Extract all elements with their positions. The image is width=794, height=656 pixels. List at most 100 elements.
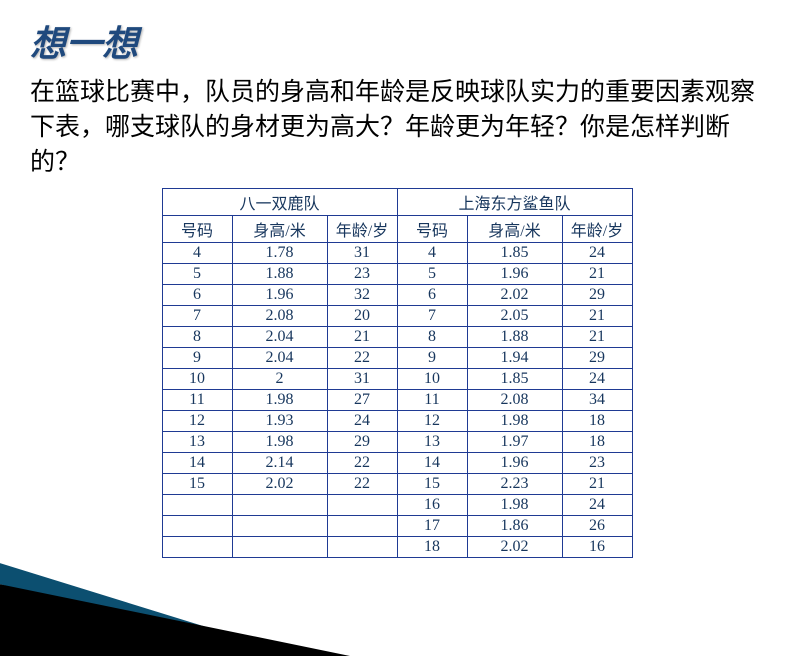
- cell-height-b: 1.94: [467, 348, 562, 369]
- table-row: 131.9829131.9718: [162, 432, 632, 453]
- cell-num-a: 11: [162, 390, 232, 411]
- slide-title: 想一想: [0, 0, 794, 75]
- table-row: 161.9824: [162, 495, 632, 516]
- table-row: 121.9324121.9818: [162, 411, 632, 432]
- cell-height-b: 1.97: [467, 432, 562, 453]
- table-row: 152.0222152.2321: [162, 474, 632, 495]
- table-row: 51.882351.9621: [162, 264, 632, 285]
- table-row: 82.042181.8821: [162, 327, 632, 348]
- table-row: 72.082072.0521: [162, 306, 632, 327]
- cell-height-a: [232, 537, 327, 558]
- cell-num-a: 8: [162, 327, 232, 348]
- col-height-a: 身高/米: [232, 216, 327, 243]
- cell-age-a: [327, 537, 397, 558]
- cell-num-b: 6: [397, 285, 467, 306]
- table-row: 142.1422141.9623: [162, 453, 632, 474]
- cell-age-b: 21: [562, 474, 632, 495]
- cell-height-b: 2.08: [467, 390, 562, 411]
- col-num-a: 号码: [162, 216, 232, 243]
- cell-num-b: 15: [397, 474, 467, 495]
- cell-age-a: 20: [327, 306, 397, 327]
- cell-age-b: 34: [562, 390, 632, 411]
- cell-num-a: [162, 537, 232, 558]
- cell-age-b: 24: [562, 495, 632, 516]
- cell-age-b: 21: [562, 264, 632, 285]
- cell-height-a: 1.88: [232, 264, 327, 285]
- cell-height-a: 1.93: [232, 411, 327, 432]
- table-row: 92.042291.9429: [162, 348, 632, 369]
- cell-age-a: 21: [327, 327, 397, 348]
- cell-num-a: 15: [162, 474, 232, 495]
- cell-age-b: 29: [562, 348, 632, 369]
- cell-height-a: 2.08: [232, 306, 327, 327]
- cell-age-b: 24: [562, 243, 632, 264]
- table-row: 41.783141.8524: [162, 243, 632, 264]
- cell-num-a: 7: [162, 306, 232, 327]
- slide-description: 在篮球比赛中，队员的身高和年龄是反映球队实力的重要因素观察下表，哪支球队的身材更…: [0, 75, 794, 188]
- cell-age-a: 27: [327, 390, 397, 411]
- cell-num-a: 12: [162, 411, 232, 432]
- cell-age-b: 16: [562, 537, 632, 558]
- col-height-b: 身高/米: [467, 216, 562, 243]
- cell-num-b: 9: [397, 348, 467, 369]
- cell-height-b: 1.85: [467, 369, 562, 390]
- cell-height-a: 1.96: [232, 285, 327, 306]
- table-container: 八一双鹿队 上海东方鲨鱼队 号码 身高/米 年龄/岁 号码 身高/米 年龄/岁 …: [0, 188, 794, 558]
- cell-num-b: 16: [397, 495, 467, 516]
- cell-num-a: 4: [162, 243, 232, 264]
- cell-age-b: 18: [562, 411, 632, 432]
- table-row: 61.963262.0229: [162, 285, 632, 306]
- cell-height-a: 2.02: [232, 474, 327, 495]
- cell-age-a: [327, 495, 397, 516]
- cell-height-a: 1.78: [232, 243, 327, 264]
- cell-num-b: 7: [397, 306, 467, 327]
- cell-height-b: 1.98: [467, 411, 562, 432]
- cell-num-a: 10: [162, 369, 232, 390]
- table-row: 171.8626: [162, 516, 632, 537]
- cell-age-b: 29: [562, 285, 632, 306]
- cell-num-b: 18: [397, 537, 467, 558]
- cell-age-a: 23: [327, 264, 397, 285]
- cell-num-a: 9: [162, 348, 232, 369]
- cell-height-b: 1.88: [467, 327, 562, 348]
- column-header-row: 号码 身高/米 年龄/岁 号码 身高/米 年龄/岁: [162, 216, 632, 243]
- cell-height-b: 1.96: [467, 453, 562, 474]
- cell-age-a: 22: [327, 453, 397, 474]
- data-table: 八一双鹿队 上海东方鲨鱼队 号码 身高/米 年龄/岁 号码 身高/米 年龄/岁 …: [162, 188, 633, 558]
- cell-num-b: 11: [397, 390, 467, 411]
- cell-height-b: 1.98: [467, 495, 562, 516]
- table-row: 111.9827112.0834: [162, 390, 632, 411]
- col-age-b: 年龄/岁: [562, 216, 632, 243]
- cell-age-a: [327, 516, 397, 537]
- team-a-header: 八一双鹿队: [162, 189, 397, 216]
- cell-height-b: 2.02: [467, 537, 562, 558]
- cell-age-b: 23: [562, 453, 632, 474]
- cell-height-b: 2.05: [467, 306, 562, 327]
- cell-height-b: 1.96: [467, 264, 562, 285]
- cell-num-b: 8: [397, 327, 467, 348]
- cell-age-a: 31: [327, 369, 397, 390]
- cell-height-a: 2.04: [232, 348, 327, 369]
- table-row: 182.0216: [162, 537, 632, 558]
- cell-height-b: 2.02: [467, 285, 562, 306]
- cell-num-b: 12: [397, 411, 467, 432]
- table-row: 10231101.8524: [162, 369, 632, 390]
- cell-age-a: 32: [327, 285, 397, 306]
- cell-num-b: 13: [397, 432, 467, 453]
- cell-height-a: 1.98: [232, 390, 327, 411]
- cell-num-a: [162, 495, 232, 516]
- cell-age-b: 24: [562, 369, 632, 390]
- cell-height-a: 1.98: [232, 432, 327, 453]
- cell-age-a: 22: [327, 348, 397, 369]
- cell-age-a: 31: [327, 243, 397, 264]
- cell-num-a: [162, 516, 232, 537]
- cell-num-a: 14: [162, 453, 232, 474]
- cell-age-b: 26: [562, 516, 632, 537]
- cell-num-a: 6: [162, 285, 232, 306]
- cell-age-b: 21: [562, 327, 632, 348]
- col-num-b: 号码: [397, 216, 467, 243]
- cell-num-b: 4: [397, 243, 467, 264]
- cell-num-b: 5: [397, 264, 467, 285]
- col-age-a: 年龄/岁: [327, 216, 397, 243]
- cell-age-b: 21: [562, 306, 632, 327]
